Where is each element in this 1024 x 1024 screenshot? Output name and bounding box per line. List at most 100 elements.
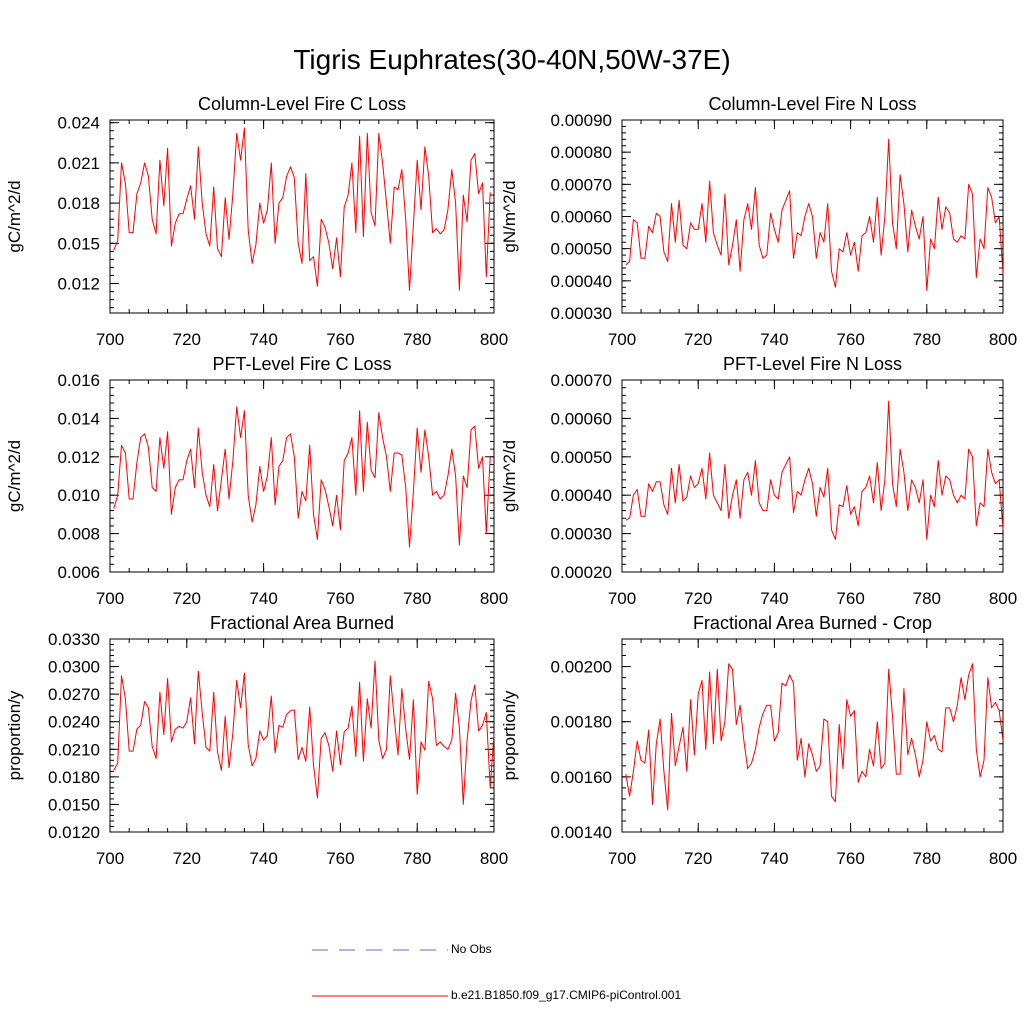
series-line	[113, 127, 491, 291]
panel-1: 700 720 740 760 780 800 0.012 0.015 0.018 0.021 0.…	[5, 94, 508, 349]
y-tick-label: 0.012	[57, 448, 100, 467]
y-tick-label: 0.0300	[48, 658, 100, 677]
x-tick-label: 700	[608, 330, 636, 349]
panel-5: 700 720 740 760 780 800 0.0120 0.0150 0.0180 0.02…	[5, 613, 508, 868]
x-tick-label: 720	[684, 330, 712, 349]
y-tick-label: 0.0210	[48, 740, 100, 759]
legend-line-no-obs	[312, 949, 448, 951]
panel-2: 700 720 740 760 780 800 0.00030 0.00040 0.00050 0…	[500, 94, 1017, 349]
y-tick-label: 0.00040	[551, 272, 612, 291]
y-tick-label: 0.015	[57, 234, 100, 253]
x-tick-label: 800	[480, 589, 508, 608]
series-line	[625, 663, 1004, 811]
y-tick-label: 0.008	[57, 525, 100, 544]
x-tick-label: 740	[760, 589, 788, 608]
panel-title: PFT-Level Fire N Loss	[723, 354, 902, 374]
x-tick-label: 800	[989, 849, 1017, 868]
y-axis-label: gN/m^2/d	[500, 440, 519, 512]
series-line	[113, 406, 491, 548]
x-tick-label: 740	[760, 330, 788, 349]
y-axis-label: gN/m^2/d	[500, 180, 519, 252]
x-tick-label: 780	[913, 330, 941, 349]
x-tick-label: 780	[403, 849, 431, 868]
x-tick-label: 760	[836, 849, 864, 868]
panel-title: PFT-Level Fire C Loss	[212, 354, 391, 374]
y-tick-label: 0.00040	[551, 486, 612, 505]
x-tick-label: 780	[403, 589, 431, 608]
panel-4: 700 720 740 760 780 800 0.00020 0.00030 0.00040 0…	[500, 354, 1017, 608]
x-tick-label: 780	[913, 849, 941, 868]
x-tick-label: 760	[326, 849, 354, 868]
legend-label-picontrol: b.e21.B1850.f09_g17.CMIP6-piControl.001	[451, 988, 682, 1002]
x-tick-label: 700	[96, 330, 124, 349]
panel-title: Column-Level Fire N Loss	[708, 94, 916, 114]
legend-label-no-obs: No Obs	[451, 942, 492, 956]
panel-title: Fractional Area Burned	[210, 613, 394, 633]
y-tick-label: 0.00200	[551, 658, 612, 677]
x-tick-label: 800	[480, 849, 508, 868]
x-tick-label: 720	[173, 589, 201, 608]
x-tick-label: 760	[326, 330, 354, 349]
y-tick-label: 0.00080	[551, 143, 612, 162]
x-tick-label: 760	[836, 589, 864, 608]
y-axis-label: gC/m^2/d	[5, 180, 24, 252]
x-tick-label: 800	[989, 589, 1017, 608]
y-tick-label: 0.010	[57, 486, 100, 505]
y-tick-label: 0.0150	[48, 795, 100, 814]
x-tick-label: 740	[760, 849, 788, 868]
series-line	[625, 138, 1004, 291]
y-tick-label: 0.021	[57, 154, 100, 173]
y-axis-label: gC/m^2/d	[5, 440, 24, 512]
panel-6: 700 720 740 760 780 800 0.00140 0.00160 0.00180 0…	[500, 613, 1017, 868]
y-tick-label: 0.0330	[48, 630, 100, 649]
y-tick-label: 0.024	[57, 114, 100, 133]
x-tick-label: 740	[249, 589, 277, 608]
x-tick-label: 720	[173, 330, 201, 349]
panel-title: Fractional Area Burned - Crop	[693, 613, 932, 633]
y-tick-label: 0.00060	[551, 409, 612, 428]
legend-row-picontrol: b.e21.B1850.f09_g17.CMIP6-piControl.001	[312, 988, 732, 1004]
x-tick-label: 720	[684, 849, 712, 868]
y-tick-label: 0.00030	[551, 304, 612, 323]
x-tick-label: 760	[836, 330, 864, 349]
y-tick-label: 0.0180	[48, 768, 100, 787]
x-tick-label: 800	[989, 330, 1017, 349]
y-tick-label: 0.016	[57, 371, 100, 390]
x-tick-label: 760	[326, 589, 354, 608]
y-tick-label: 0.00050	[551, 448, 612, 467]
series-line	[625, 400, 1004, 540]
x-tick-label: 720	[173, 849, 201, 868]
y-tick-label: 0.00140	[551, 823, 612, 842]
y-tick-label: 0.00070	[551, 371, 612, 390]
y-tick-label: 0.018	[57, 194, 100, 213]
y-tick-label: 0.00070	[551, 175, 612, 194]
y-tick-label: 0.00160	[551, 768, 612, 787]
x-tick-label: 800	[480, 330, 508, 349]
x-tick-label: 700	[96, 589, 124, 608]
y-tick-label: 0.00020	[551, 563, 612, 582]
y-axis-label: proportion/y	[500, 690, 519, 780]
x-tick-label: 700	[96, 849, 124, 868]
legend-line-picontrol	[312, 995, 448, 997]
y-tick-label: 0.00090	[551, 111, 612, 130]
y-tick-label: 0.0120	[48, 823, 100, 842]
y-tick-label: 0.006	[57, 563, 100, 582]
y-tick-label: 0.0240	[48, 713, 100, 732]
legend-row-no-obs: No Obs	[312, 942, 712, 958]
y-axis-label: proportion/y	[5, 690, 24, 780]
plot-frame	[621, 638, 1004, 833]
x-tick-label: 780	[403, 330, 431, 349]
y-tick-label: 0.00180	[551, 713, 612, 732]
x-tick-label: 780	[913, 589, 941, 608]
x-tick-label: 740	[249, 330, 277, 349]
y-tick-label: 0.012	[57, 275, 100, 294]
y-tick-label: 0.00050	[551, 240, 612, 259]
y-tick-label: 0.0270	[48, 685, 100, 704]
x-tick-label: 720	[684, 589, 712, 608]
main-title: Tigris Euphrates(30-40N,50W-37E)	[293, 44, 731, 75]
y-tick-label: 0.00060	[551, 208, 612, 227]
y-tick-label: 0.014	[57, 409, 100, 428]
x-tick-label: 700	[608, 849, 636, 868]
plot-frame	[109, 379, 495, 573]
